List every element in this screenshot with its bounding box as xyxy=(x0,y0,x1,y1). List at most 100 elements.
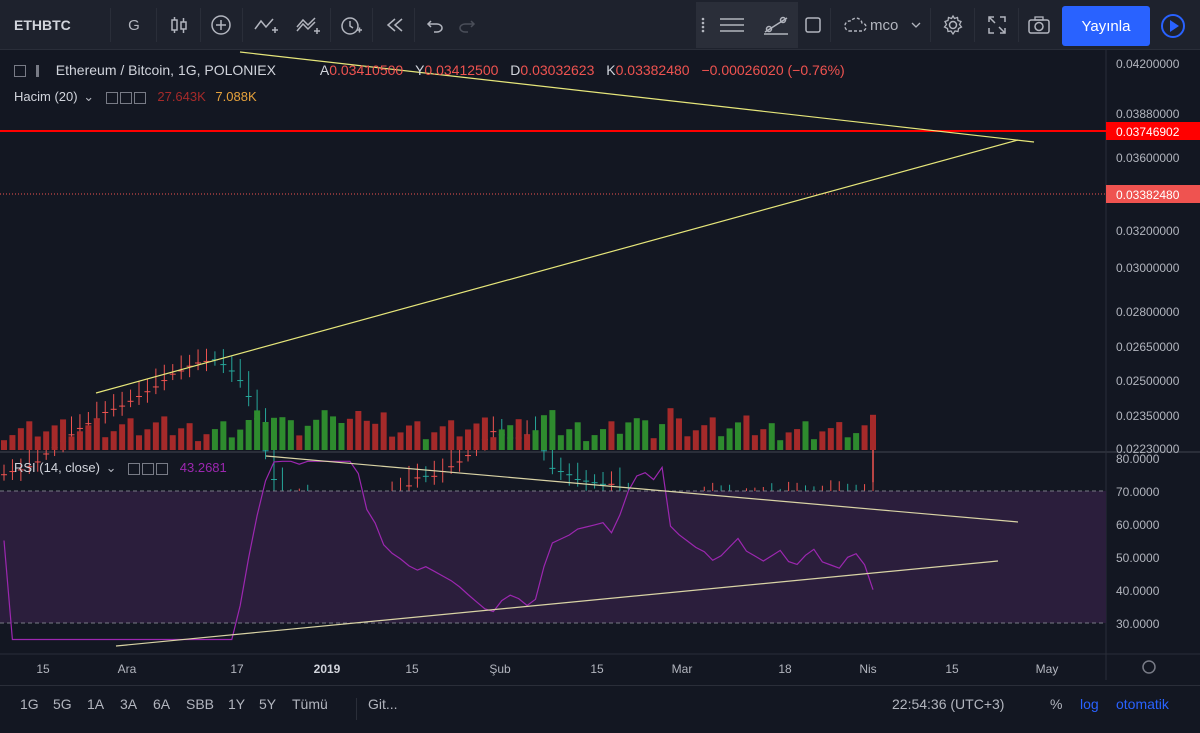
rsi-tick-label: 70.0000 xyxy=(1116,485,1160,499)
volume-bar xyxy=(540,415,547,450)
top-toolbar: ETHBTC G mco xyxy=(0,0,1200,50)
close-icon[interactable] xyxy=(133,91,146,104)
log-toggle[interactable]: log xyxy=(1080,696,1099,712)
volume-bar xyxy=(85,425,92,450)
fullscreen-icon[interactable] xyxy=(980,6,1014,44)
compare-add-icon[interactable] xyxy=(204,6,238,44)
range-button-sbb[interactable]: SBB xyxy=(186,696,215,712)
candle-body xyxy=(110,408,117,410)
eye-icon[interactable] xyxy=(105,91,118,104)
candle-body xyxy=(161,380,168,382)
volume-bar xyxy=(9,435,16,450)
volume-bar xyxy=(574,422,581,450)
volume-bar xyxy=(93,418,100,450)
candle-body xyxy=(600,483,607,485)
volume-bar xyxy=(853,433,860,450)
play-icon[interactable] xyxy=(1150,6,1196,46)
volume-bar xyxy=(667,408,674,450)
range-button-5y[interactable]: 5Y xyxy=(259,696,277,712)
legend-change: −0.00026020 (−0.76%) xyxy=(701,62,845,78)
layout-name[interactable]: mco xyxy=(870,16,899,34)
candle-body xyxy=(583,480,590,482)
toolbar-divider xyxy=(414,8,415,42)
volume-bar xyxy=(473,423,480,450)
toolbar-divider xyxy=(110,8,111,42)
toolbar-divider xyxy=(330,8,331,42)
interval-button[interactable]: G xyxy=(128,16,140,34)
volume-bar xyxy=(642,420,649,450)
symbol-search[interactable]: ETHBTC xyxy=(14,17,71,33)
goto-date-button[interactable]: Git... xyxy=(368,696,398,712)
trendline-upper[interactable] xyxy=(239,51,1035,143)
volume-bar xyxy=(135,435,142,450)
price-tick-label: 0.02500000 xyxy=(1116,374,1180,388)
camera-icon[interactable] xyxy=(1022,6,1056,44)
gear-icon[interactable] xyxy=(142,462,155,475)
price-pane[interactable] xyxy=(0,50,1106,450)
indicators-icon[interactable] xyxy=(248,6,284,44)
volume-bar xyxy=(456,436,463,450)
volume-bar xyxy=(380,412,387,450)
cloud-icon[interactable] xyxy=(838,6,872,44)
drag-handle-icon[interactable] xyxy=(696,6,710,44)
candle-body xyxy=(591,482,598,484)
volume-bar xyxy=(675,418,682,450)
range-button-1a[interactable]: 1A xyxy=(87,696,105,712)
price-tick-label: 0.03000000 xyxy=(1116,261,1180,275)
legend-high-label: Y xyxy=(415,62,425,78)
candle-body xyxy=(17,469,24,471)
volume-bar xyxy=(414,421,421,450)
range-button-5g[interactable]: 5G xyxy=(53,696,72,712)
volume-bar xyxy=(60,419,67,450)
volume-bar xyxy=(211,429,218,450)
chart-area[interactable]: 0.042000000.038800000.036000000.03400000… xyxy=(0,50,1200,680)
price-chart-svg[interactable]: 0.042000000.038800000.036000000.03400000… xyxy=(0,50,1200,680)
time-tick-label: 15 xyxy=(590,662,604,676)
candle-body xyxy=(9,471,16,473)
rsi-trendline-upper[interactable] xyxy=(265,455,1019,523)
clock-timezone[interactable]: 22:54:36 (UTC+3) xyxy=(892,696,1005,712)
eye-icon[interactable] xyxy=(128,462,141,475)
line-style-icon[interactable] xyxy=(712,6,752,44)
range-button-1g[interactable]: 1G xyxy=(20,696,39,712)
volume-bar xyxy=(557,435,564,450)
range-button-3a[interactable]: 3A xyxy=(120,696,138,712)
volume-bar xyxy=(684,436,691,450)
chart-type-candles-icon[interactable] xyxy=(162,6,196,44)
auto-scale-toggle[interactable]: otomatik xyxy=(1116,696,1169,712)
gear-icon[interactable] xyxy=(119,91,132,104)
undo-icon[interactable] xyxy=(420,6,450,44)
volume-bar xyxy=(498,429,505,450)
rsi-trendline-lower[interactable] xyxy=(115,560,999,647)
trendline-settings-icon[interactable] xyxy=(756,6,796,44)
collapse-icon[interactable] xyxy=(14,65,26,78)
volume-bar xyxy=(34,436,41,450)
rsi-value: 43.2681 xyxy=(179,460,227,475)
publish-button[interactable]: Yayınla xyxy=(1062,6,1150,46)
percent-toggle[interactable]: % xyxy=(1050,696,1063,712)
replay-icon[interactable] xyxy=(378,6,412,44)
chevron-down-icon[interactable]: ⌄ xyxy=(83,89,95,104)
chevron-down-icon[interactable] xyxy=(906,6,926,44)
redo-icon[interactable] xyxy=(452,6,482,44)
axis-settings-gear-icon[interactable] xyxy=(1142,660,1156,674)
volume-bar xyxy=(735,422,742,450)
rectangle-icon[interactable] xyxy=(800,6,826,44)
range-button-6a[interactable]: 6A xyxy=(153,696,171,712)
trendline-lower[interactable] xyxy=(95,139,1019,394)
time-tick-label: May xyxy=(1036,662,1059,676)
candle-body xyxy=(448,466,455,468)
chevron-down-icon[interactable]: ⌄ xyxy=(105,460,117,475)
alert-clock-icon[interactable] xyxy=(334,6,368,44)
range-button-1y[interactable]: 1Y xyxy=(228,696,246,712)
toolbar-divider xyxy=(372,8,373,42)
gear-icon[interactable] xyxy=(936,6,970,44)
strategies-icon[interactable] xyxy=(290,6,326,44)
range-button-tümü[interactable]: Tümü xyxy=(292,696,328,712)
candle-body xyxy=(169,373,176,375)
price-axis-pane[interactable] xyxy=(1106,50,1200,655)
volume-bar xyxy=(819,431,826,450)
candle-body xyxy=(414,477,421,479)
candle-body xyxy=(566,474,573,476)
close-icon[interactable] xyxy=(156,462,169,475)
